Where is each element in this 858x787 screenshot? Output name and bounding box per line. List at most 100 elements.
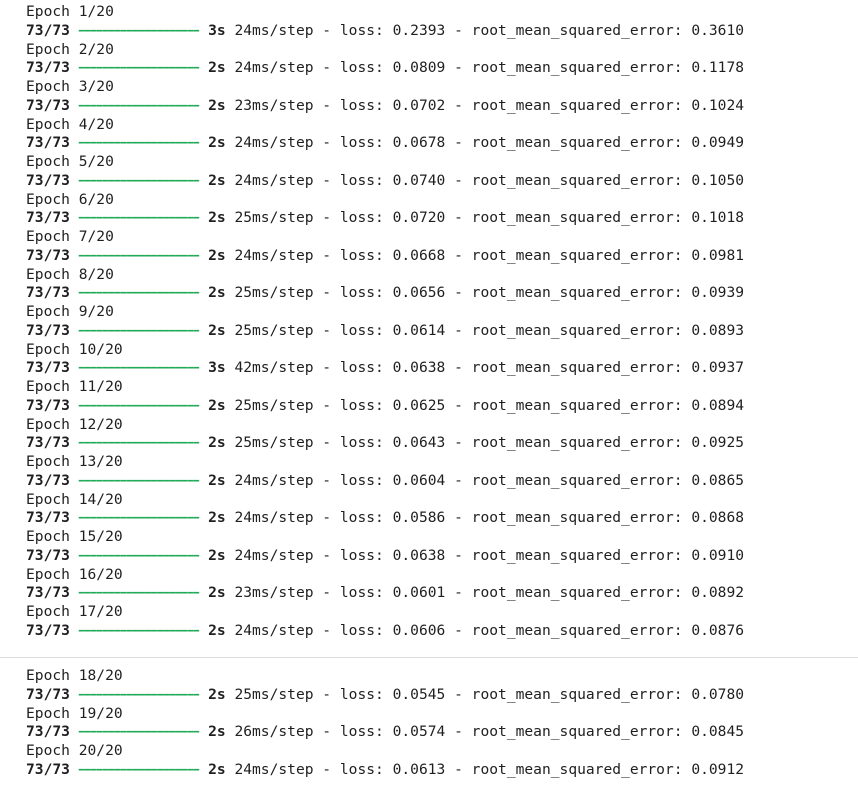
time-per-step: 23ms/step bbox=[234, 96, 314, 114]
loss-value: 0.0678 bbox=[392, 134, 446, 152]
epoch-time: 2s bbox=[208, 396, 226, 414]
loss-value: 0.0740 bbox=[392, 171, 446, 189]
rmse-value: 0.0893 bbox=[691, 321, 745, 339]
loss-value: 0.0656 bbox=[392, 284, 446, 302]
epoch-header: Epoch 20/20 bbox=[26, 742, 123, 759]
progress-bar: ━━━━━━━━━━━━━━━━━━━━ bbox=[78, 213, 200, 225]
epoch-header: Epoch 10/20 bbox=[26, 340, 123, 358]
rmse-value: 0.0981 bbox=[691, 246, 745, 264]
time-per-step: 23ms/step bbox=[234, 584, 314, 602]
progress-bar: ━━━━━━━━━━━━━━━━━━━━ bbox=[78, 250, 200, 262]
loss-value: 0.0574 bbox=[392, 723, 446, 741]
epoch-time: 2s bbox=[208, 96, 226, 114]
epoch-time: 2s bbox=[208, 584, 226, 602]
epoch-time: 2s bbox=[208, 321, 226, 339]
epoch-header: Epoch 8/20 bbox=[26, 265, 114, 283]
progress-line: 73/73 ━━━━━━━━━━━━━━━━━━━━ 2s 24ms/step … bbox=[26, 471, 745, 489]
step-count: 73/73 bbox=[26, 723, 70, 741]
step-count: 73/73 bbox=[26, 546, 70, 564]
training-log-block: Epoch 1/20 73/73 ━━━━━━━━━━━━━━━━━━━━ 3s … bbox=[26, 3, 858, 641]
epoch-header: Epoch 3/20 bbox=[26, 78, 114, 95]
loss-value: 0.0668 bbox=[392, 246, 446, 264]
time-per-step: 24ms/step bbox=[234, 760, 314, 778]
progress-line: 73/73 ━━━━━━━━━━━━━━━━━━━━ 2s 24ms/step … bbox=[26, 546, 745, 564]
epoch-header: Epoch 13/20 bbox=[26, 453, 123, 470]
loss-value: 0.0586 bbox=[392, 509, 446, 527]
epoch-time: 2s bbox=[208, 59, 226, 77]
epoch-time: 2s bbox=[208, 171, 226, 189]
epoch-time: 3s bbox=[208, 21, 226, 39]
epoch-time: 3s bbox=[208, 359, 226, 377]
epoch-header: Epoch 4/20 bbox=[26, 115, 114, 133]
step-count: 73/73 bbox=[26, 621, 70, 639]
progress-line: 73/73 ━━━━━━━━━━━━━━━━━━━━ 2s 26ms/step … bbox=[26, 723, 745, 741]
time-per-step: 24ms/step bbox=[234, 246, 314, 264]
progress-bar: ━━━━━━━━━━━━━━━━━━━━ bbox=[78, 588, 200, 600]
loss-value: 0.0545 bbox=[392, 685, 446, 703]
loss-value: 0.0638 bbox=[392, 359, 446, 377]
rmse-value: 0.1050 bbox=[691, 171, 745, 189]
epoch-header: Epoch 11/20 bbox=[26, 378, 123, 395]
progress-bar: ━━━━━━━━━━━━━━━━━━━━ bbox=[78, 513, 200, 525]
progress-bar: ━━━━━━━━━━━━━━━━━━━━ bbox=[78, 727, 200, 739]
progress-bar: ━━━━━━━━━━━━━━━━━━━━ bbox=[78, 25, 200, 37]
epoch-header: Epoch 2/20 bbox=[26, 40, 114, 58]
progress-line: 73/73 ━━━━━━━━━━━━━━━━━━━━ 3s 42ms/step … bbox=[26, 359, 745, 377]
time-per-step: 25ms/step bbox=[234, 209, 314, 227]
step-count: 73/73 bbox=[26, 509, 70, 527]
progress-line: 73/73 ━━━━━━━━━━━━━━━━━━━━ 2s 24ms/step … bbox=[26, 171, 745, 189]
progress-line: 73/73 ━━━━━━━━━━━━━━━━━━━━ 2s 23ms/step … bbox=[26, 96, 745, 114]
epoch-header: Epoch 7/20 bbox=[26, 228, 114, 245]
progress-bar: ━━━━━━━━━━━━━━━━━━━━ bbox=[78, 100, 200, 112]
epoch-time: 2s bbox=[208, 246, 226, 264]
step-count: 73/73 bbox=[26, 760, 70, 778]
loss-value: 0.0625 bbox=[392, 396, 446, 414]
progress-line: 73/73 ━━━━━━━━━━━━━━━━━━━━ 2s 24ms/step … bbox=[26, 246, 745, 264]
progress-bar: ━━━━━━━━━━━━━━━━━━━━ bbox=[78, 625, 200, 637]
epoch-time: 2s bbox=[208, 134, 226, 152]
time-per-step: 25ms/step bbox=[234, 434, 314, 452]
epoch-header: Epoch 9/20 bbox=[26, 303, 114, 320]
step-count: 73/73 bbox=[26, 134, 70, 152]
epoch-time: 2s bbox=[208, 546, 226, 564]
progress-line: 73/73 ━━━━━━━━━━━━━━━━━━━━ 2s 24ms/step … bbox=[26, 621, 745, 639]
epoch-time: 2s bbox=[208, 621, 226, 639]
loss-value: 0.0809 bbox=[392, 59, 446, 77]
epoch-header: Epoch 14/20 bbox=[26, 490, 123, 508]
epoch-time: 2s bbox=[208, 209, 226, 227]
step-count: 73/73 bbox=[26, 96, 70, 114]
rmse-value: 0.0925 bbox=[691, 434, 745, 452]
progress-line: 73/73 ━━━━━━━━━━━━━━━━━━━━ 2s 25ms/step … bbox=[26, 685, 745, 703]
progress-bar: ━━━━━━━━━━━━━━━━━━━━ bbox=[78, 689, 200, 701]
step-count: 73/73 bbox=[26, 685, 70, 703]
epoch-header: Epoch 12/20 bbox=[26, 415, 123, 433]
loss-value: 0.0601 bbox=[392, 584, 446, 602]
epoch-time: 2s bbox=[208, 685, 226, 703]
epoch-header: Epoch 18/20 bbox=[26, 667, 123, 684]
progress-bar: ━━━━━━━━━━━━━━━━━━━━ bbox=[78, 138, 200, 150]
progress-line: 73/73 ━━━━━━━━━━━━━━━━━━━━ 2s 24ms/step … bbox=[26, 134, 745, 152]
progress-bar: ━━━━━━━━━━━━━━━━━━━━ bbox=[78, 764, 200, 776]
rmse-value: 0.0894 bbox=[691, 396, 745, 414]
rmse-value: 0.0937 bbox=[691, 359, 745, 377]
progress-line: 73/73 ━━━━━━━━━━━━━━━━━━━━ 2s 25ms/step … bbox=[26, 209, 745, 227]
time-per-step: 25ms/step bbox=[234, 284, 314, 302]
step-count: 73/73 bbox=[26, 584, 70, 602]
progress-line: 73/73 ━━━━━━━━━━━━━━━━━━━━ 2s 25ms/step … bbox=[26, 284, 745, 302]
time-per-step: 24ms/step bbox=[234, 21, 314, 39]
time-per-step: 42ms/step bbox=[234, 359, 314, 377]
progress-line: 73/73 ━━━━━━━━━━━━━━━━━━━━ 2s 24ms/step … bbox=[26, 59, 745, 77]
rmse-value: 0.3610 bbox=[691, 21, 745, 39]
epoch-header: Epoch 16/20 bbox=[26, 565, 123, 583]
rmse-value: 0.0949 bbox=[691, 134, 745, 152]
time-per-step: 24ms/step bbox=[234, 59, 314, 77]
epoch-time: 2s bbox=[208, 723, 226, 741]
rmse-value: 0.0892 bbox=[691, 584, 745, 602]
time-per-step: 26ms/step bbox=[234, 723, 314, 741]
loss-value: 0.0720 bbox=[392, 209, 446, 227]
step-count: 73/73 bbox=[26, 396, 70, 414]
rmse-value: 0.0780 bbox=[691, 685, 745, 703]
time-per-step: 24ms/step bbox=[234, 171, 314, 189]
progress-bar: ━━━━━━━━━━━━━━━━━━━━ bbox=[78, 175, 200, 187]
